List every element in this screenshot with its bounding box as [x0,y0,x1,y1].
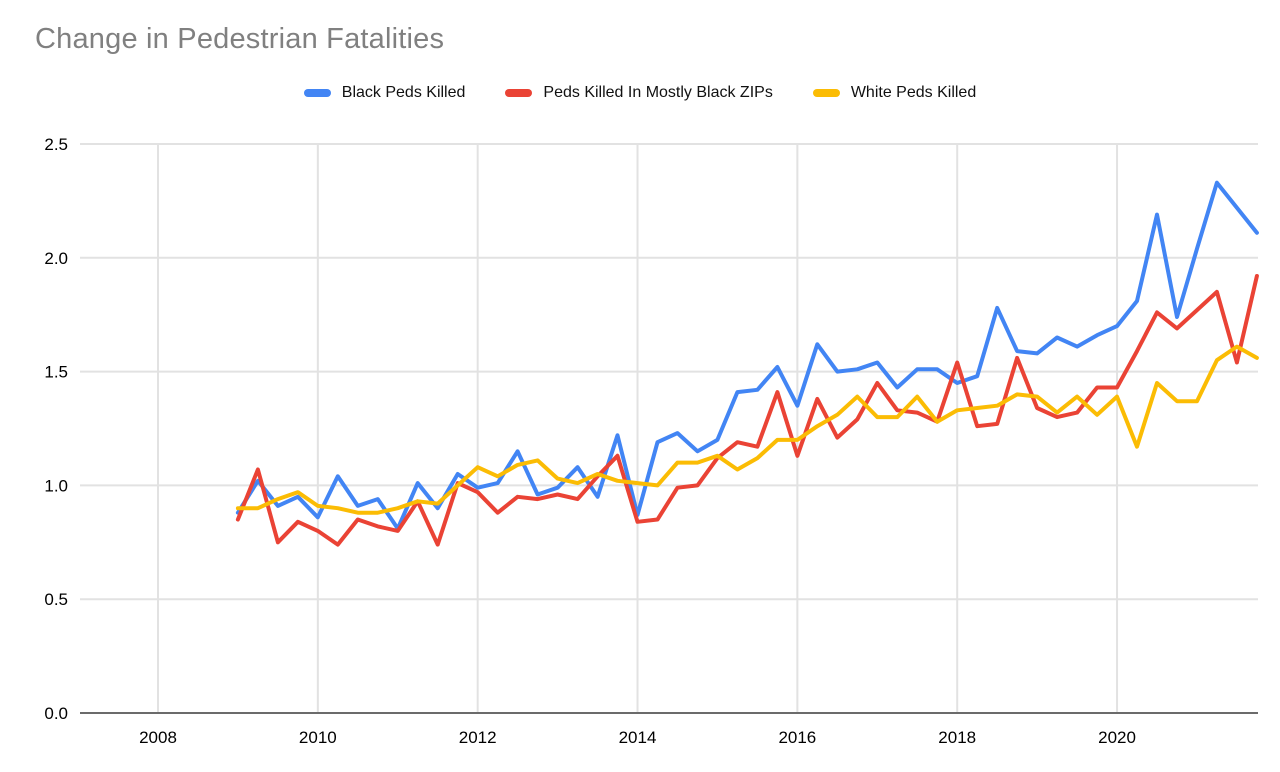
y-tick-label: 2.0 [44,249,68,268]
legend-label: White Peds Killed [850,84,977,101]
y-tick-label: 1.5 [44,363,68,382]
legend-item-peds-killed-mostly-black-zips[interactable]: Peds Killed In Mostly Black ZIPs [505,84,773,102]
series-line-yellow[interactable] [235,344,1259,515]
gridlines [80,143,1258,714]
x-tick-label: 2010 [299,728,337,747]
legend-swatch-yellow-icon [812,89,840,97]
x-tick-label: 2008 [139,728,177,747]
legend-swatch-blue-icon [303,89,331,97]
y-tick-label: 0.0 [44,704,68,723]
legend-swatch-red-icon [505,89,533,97]
legend-label: Peds Killed In Mostly Black ZIPs [543,84,773,101]
x-tick-label: 2016 [778,728,816,747]
series-line-red[interactable] [235,274,1259,547]
legend-label: Black Peds Killed [341,84,466,101]
series-lines [235,180,1259,547]
x-tick-label: 2012 [459,728,497,747]
y-tick-label: 1.0 [44,476,68,495]
legend-item-white-peds-killed[interactable]: White Peds Killed [812,84,977,102]
y-tick-label: 0.5 [44,590,68,609]
x-tick-label: 2014 [619,728,657,747]
legend-item-black-peds-killed[interactable]: Black Peds Killed [303,84,466,102]
chart-legend: Black Peds Killed Peds Killed In Mostly … [0,84,1280,102]
series-line-blue[interactable] [235,180,1259,531]
y-tick-label: 2.5 [44,135,68,154]
x-tick-label: 2020 [1098,728,1136,747]
axis-tick-labels: 2008 2010 2012 2014 2016 2018 2020 0.0 0.5 1.0 1.5… [44,135,1136,747]
x-tick-label: 2018 [938,728,976,747]
chart-title: Change in Pedestrian Fatalities [35,23,445,55]
